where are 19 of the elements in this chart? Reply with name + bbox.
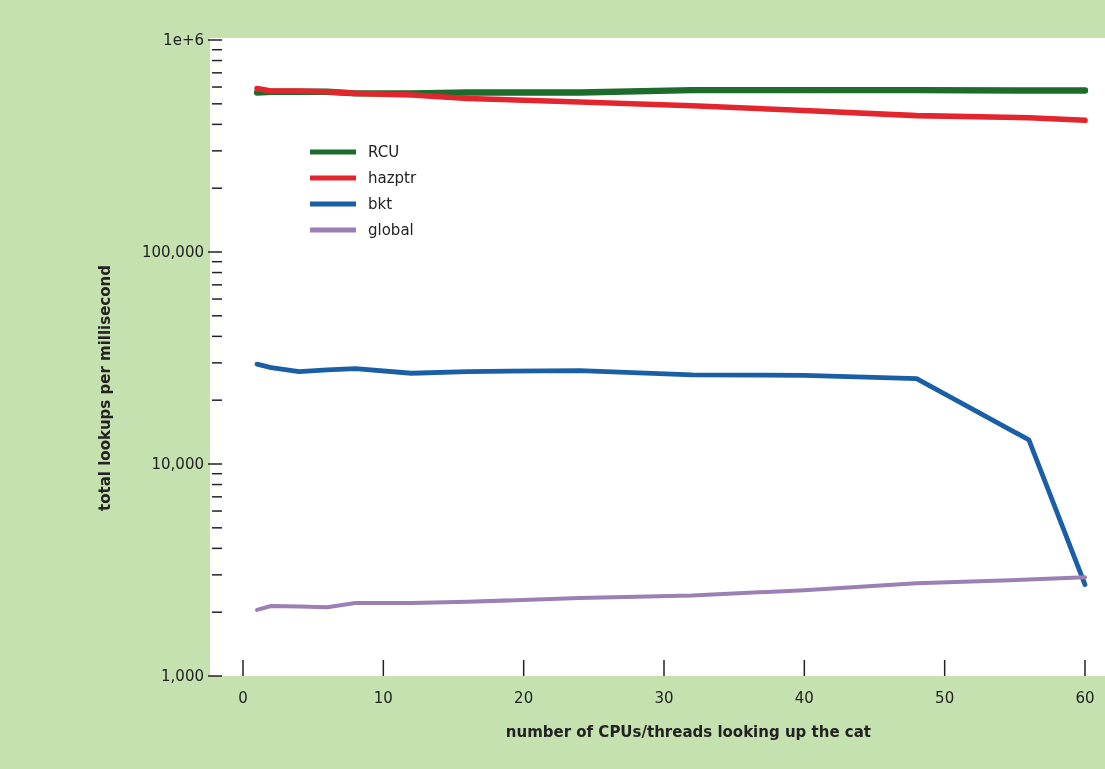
legend-label: hazptr <box>368 169 417 188</box>
x-tick-label: 20 <box>514 689 534 707</box>
line-series <box>254 361 1088 587</box>
legend-label: RCU <box>368 143 400 162</box>
y-tick-label: 1,000 <box>161 667 204 686</box>
legend-label: global <box>368 221 414 240</box>
x-axis-title: number of CPUs/threads looking up the cat <box>505 723 871 741</box>
x-tick-label: 50 <box>935 689 955 707</box>
x-tick-label: 60 <box>1075 689 1095 707</box>
y-tick-label: 10,000 <box>151 455 204 474</box>
y-axis-title: total lookups per millisecond <box>96 265 114 511</box>
x-tick-label: 0 <box>238 689 248 707</box>
x-tick-label: 40 <box>794 689 814 707</box>
legend-label: bkt <box>368 195 393 214</box>
x-tick-label: 10 <box>373 689 393 707</box>
x-tick-label: 30 <box>654 689 674 707</box>
y-tick-label: 100,000 <box>141 243 204 262</box>
line-series <box>255 575 1087 612</box>
y-tick-label: 1e+6 <box>163 31 204 50</box>
